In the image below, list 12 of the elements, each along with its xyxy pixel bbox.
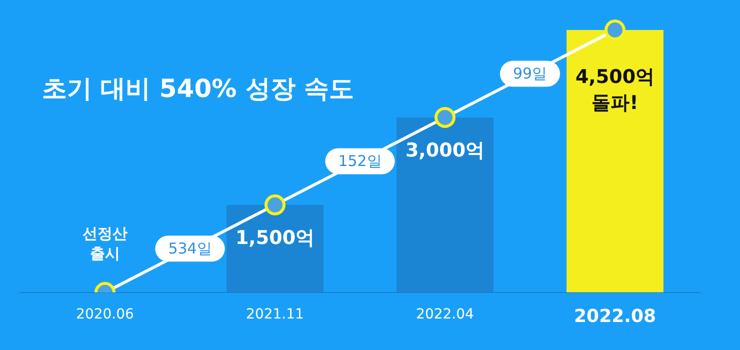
annotation: 99일	[512, 64, 548, 83]
text: 초기 대비 540% 성장 속도	[42, 73, 354, 105]
annotation: 선정산 출시	[82, 224, 128, 262]
data-label: 4,500억 돌파!	[575, 66, 655, 114]
x-tick-label: 2021.11	[246, 306, 304, 322]
x-tick-label: 2022.08	[574, 306, 656, 327]
data-label: 3,000억	[405, 139, 485, 162]
annotation: 152일	[338, 152, 382, 170]
annotation: 534일	[168, 240, 212, 258]
x-tick-label: 2022.04	[416, 306, 474, 322]
x-tick-label: 2020.06	[76, 306, 134, 322]
data-label: 1,500억	[235, 226, 315, 249]
